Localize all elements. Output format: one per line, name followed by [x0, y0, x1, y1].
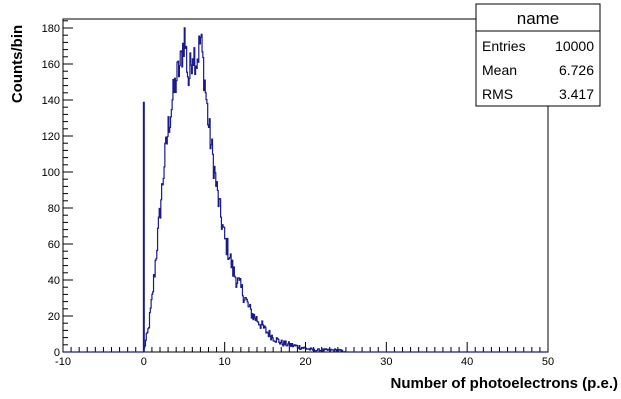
stats-entries-value: 10000	[555, 38, 594, 54]
y-tick-label: 60	[48, 239, 60, 251]
stats-rms-label: RMS	[482, 86, 513, 102]
histogram-series	[63, 27, 548, 353]
histogram-outline	[63, 27, 548, 353]
x-tick-label: 50	[542, 356, 554, 368]
y-tick-label: 100	[42, 167, 60, 179]
stats-entries-label: Entries	[482, 38, 526, 54]
stats-box: name Entries 10000 Mean 6.726 RMS 3.417	[475, 3, 601, 107]
x-tick-label: 10	[219, 356, 231, 368]
y-tick-label: 180	[42, 23, 60, 35]
y-tick-label: 160	[42, 59, 60, 71]
stats-mean-label: Mean	[482, 62, 517, 78]
stats-box-title: name	[517, 9, 560, 28]
x-axis-title: Number of photoelectrons (p.e.)	[390, 375, 618, 392]
x-tick-label: 0	[141, 356, 147, 368]
y-tick-label: 140	[42, 95, 60, 107]
stats-rms-value: 3.417	[559, 86, 594, 102]
y-tick-label: 120	[42, 131, 60, 143]
y-tick-label: 20	[48, 311, 60, 323]
x-tick-label: 30	[380, 356, 392, 368]
x-axis-ticks: -10 0 10 20 30 40 50	[55, 342, 554, 368]
y-tick-label: 80	[48, 203, 60, 215]
y-axis-ticks: 0 20 40 60 80 100 120 140 160 180	[42, 20, 73, 359]
plot-frame	[62, 18, 549, 353]
x-tick-label: 40	[461, 356, 473, 368]
x-tick-label: -10	[55, 356, 71, 368]
y-tick-label: 0	[54, 347, 60, 359]
stats-mean-value: 6.726	[559, 62, 594, 78]
y-axis-title: Counts/bin	[9, 25, 26, 103]
stats-box-frame	[475, 3, 601, 107]
y-tick-label: 40	[48, 275, 60, 287]
x-tick-label: 20	[299, 356, 311, 368]
